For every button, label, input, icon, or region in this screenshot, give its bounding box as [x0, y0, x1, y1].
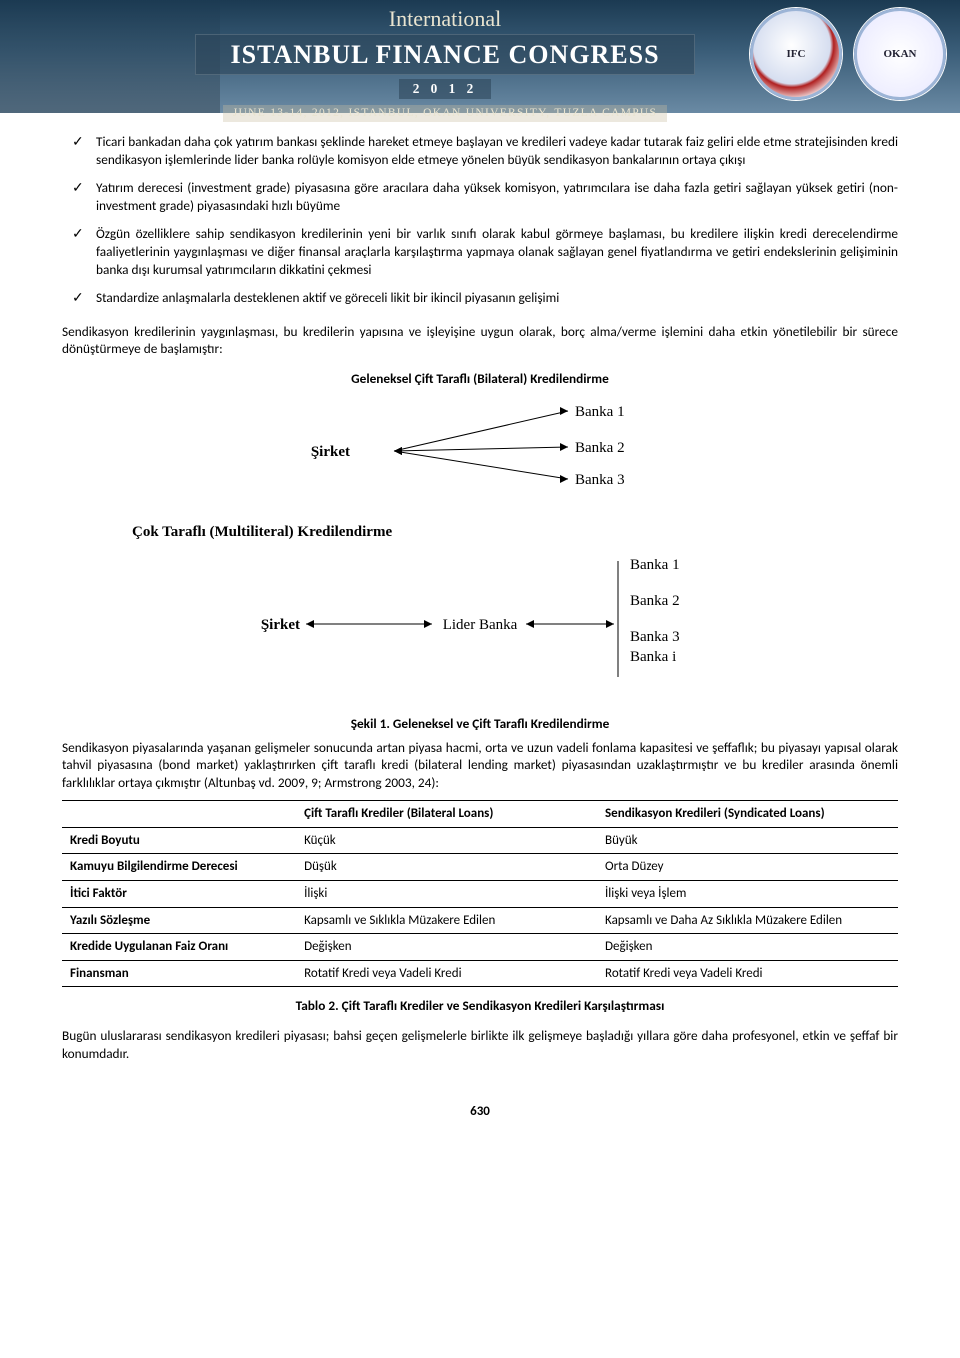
table-row: Kredide Uygulanan Faiz OranıDeğişkenDeği… [62, 934, 898, 961]
table-row-label: Kredide Uygulanan Faiz Oranı [62, 934, 296, 961]
table-header-cell [62, 801, 296, 828]
seal-ifc-icon: IFC [750, 8, 842, 100]
table-cell: Düşük [296, 854, 597, 881]
table-cell: Değişken [296, 934, 597, 961]
banner-plaque: International ISTANBUL FINANCE CONGRESS … [195, 4, 695, 122]
svg-text:Banka 1: Banka 1 [575, 404, 625, 420]
table-cell: Değişken [597, 934, 898, 961]
table-cell: Büyük [597, 827, 898, 854]
bullet-item: Özgün özelliklere sahip sendikasyon kred… [62, 225, 898, 289]
svg-text:Banka 1: Banka 1 [630, 557, 680, 573]
table-row-label: Kamuyu Bilgilendirme Derecesi [62, 854, 296, 881]
svg-text:Şirket: Şirket [261, 617, 300, 633]
svg-text:Şirket: Şirket [311, 444, 350, 460]
svg-text:Banka 2: Banka 2 [575, 440, 625, 456]
bullet-item: Standardize anlaşmalarla desteklenen akt… [62, 289, 898, 317]
diagram2-title: Çok Taraflı (Multiliteral) Kredilendirme [132, 522, 898, 542]
paragraph: Bugün uluslararası sendikasyon kredileri… [62, 1027, 898, 1063]
table-cell: Rotatif Kredi veya Vadeli Kredi [597, 960, 898, 987]
bullet-item: Ticari bankadan daha çok yatırım bankası… [62, 133, 898, 179]
comparison-table: Çift Taraflı Krediler (Bilateral Loans)S… [62, 800, 898, 987]
table-row: Yazılı SözleşmeKapsamlı ve Sıklıkla Müza… [62, 907, 898, 934]
svg-text:Banka 3: Banka 3 [630, 629, 680, 645]
banner-title: ISTANBUL FINANCE CONGRESS [195, 34, 695, 75]
diagram-bilateral: Şirket Banka 1 Banka 2 Banka 3 [220, 394, 740, 504]
banner-subtitle: JUNE 13-14, 2012, ISTANBUL, OKAN UNIVERS… [223, 105, 667, 123]
bullet-item: Yatırım derecesi (investment grade) piya… [62, 179, 898, 225]
table-cell: Rotatif Kredi veya Vadeli Kredi [296, 960, 597, 987]
table-cell: Küçük [296, 827, 597, 854]
svg-text:Lider Banka: Lider Banka [443, 617, 518, 633]
table-cell: Kapsamlı ve Daha Az Sıklıkla Müzakere Ed… [597, 907, 898, 934]
table-row: FinansmanRotatif Kredi veya Vadeli Kredi… [62, 960, 898, 987]
svg-text:Banka i: Banka i [630, 649, 676, 665]
table-row-label: Yazılı Sözleşme [62, 907, 296, 934]
banner-skyline [0, 0, 220, 113]
table-row-label: İtici Faktör [62, 880, 296, 907]
svg-text:Banka 3: Banka 3 [575, 472, 625, 488]
table-cell: Kapsamlı ve Sıklıkla Müzakere Edilen [296, 907, 597, 934]
table-header-cell: Çift Taraflı Krediler (Bilateral Loans) [296, 801, 597, 828]
page-number: 630 [62, 1103, 898, 1121]
bullet-list: Ticari bankadan daha çok yatırım bankası… [62, 133, 898, 317]
figure-caption: Şekil 1. Geleneksel ve Çift Taraflı Kred… [62, 715, 898, 733]
table-cell: Orta Düzey [597, 854, 898, 881]
seal-okan-icon: OKAN [854, 8, 946, 100]
table-row: Kredi BoyutuKüçükBüyük [62, 827, 898, 854]
paragraph: Sendikasyon piyasalarında yaşanan gelişm… [62, 739, 898, 793]
diagram1-title: Geleneksel Çift Taraflı (Bilateral) Kred… [62, 370, 898, 388]
table-cell: İlişki veya İşlem [597, 880, 898, 907]
table-row-label: Kredi Boyutu [62, 827, 296, 854]
diagram-multilateral: Şirket Lider Banka Banka 1 Banka 2 Banka 3 Ba… [160, 547, 800, 697]
paragraph: Sendikasyon kredilerinin yaygınlaşması, … [62, 323, 898, 359]
table-caption: Tablo 2. Çift Taraflı Krediler ve Sendik… [62, 997, 898, 1015]
table-row-label: Finansman [62, 960, 296, 987]
page-body: Ticari bankadan daha çok yatırım bankası… [0, 115, 960, 1151]
svg-text:Banka 2: Banka 2 [630, 593, 680, 609]
table-row: Kamuyu Bilgilendirme DerecesiDüşükOrta D… [62, 854, 898, 881]
table-row: İtici Faktörİlişkiİlişki veya İşlem [62, 880, 898, 907]
banner-year: 2 0 1 2 [399, 79, 492, 99]
banner-script: International [195, 4, 695, 34]
table-cell: İlişki [296, 880, 597, 907]
table-header-cell: Sendikasyon Kredileri (Syndicated Loans) [597, 801, 898, 828]
header-banner: International ISTANBUL FINANCE CONGRESS … [0, 0, 960, 115]
